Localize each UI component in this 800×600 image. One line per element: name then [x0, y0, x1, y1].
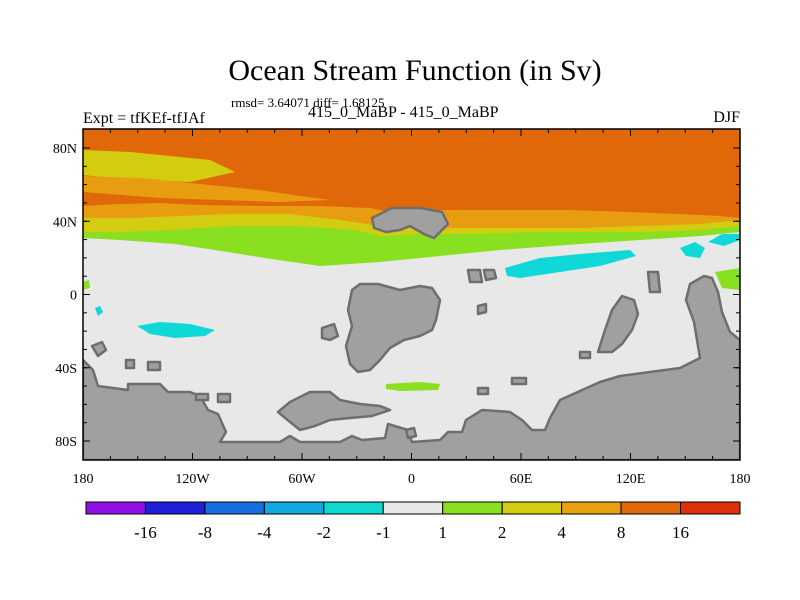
land-island-13 [476, 302, 488, 316]
x-tick-label: 60E [510, 472, 533, 487]
colorbar-label: -16 [134, 523, 157, 542]
map-field [83, 129, 740, 460]
colorbar-label: 8 [617, 523, 626, 542]
y-tick-label: 80S [55, 435, 77, 450]
land-australia [596, 294, 640, 354]
patch-yellow-north [83, 150, 235, 182]
land-island-11 [578, 350, 592, 360]
colorbar-box [680, 501, 741, 515]
colorbar-box [382, 501, 444, 515]
colorbar-label: -8 [198, 523, 212, 542]
patch-green-east-edge [715, 268, 740, 290]
patch-cyan-ne [708, 234, 740, 246]
colorbar-box [204, 501, 265, 515]
colorbar-box [323, 501, 384, 515]
land-antarctic-island [276, 390, 392, 432]
y-tick-label: 80N [53, 142, 77, 157]
colorbar-box [620, 501, 682, 515]
plot-title: Ocean Stream Function (in Sv) [228, 54, 602, 87]
land-island-6 [146, 360, 162, 372]
x-tick-label: 60W [288, 472, 316, 487]
colorbar-label: 1 [438, 523, 447, 542]
x-axis: 180 120W 60W 0 60E 120E 180 [73, 129, 751, 487]
colorbar-box [263, 501, 325, 515]
patch-green-west [83, 280, 90, 290]
plot-subtitle: 415_0_MaBP - 415_0_MaBP [308, 104, 499, 121]
y-tick-label: 40S [55, 362, 77, 377]
colorbar-label: -4 [257, 523, 272, 542]
patch-cyan-pacific [137, 322, 215, 338]
patch-green-south [386, 382, 440, 391]
land-island-8 [216, 392, 232, 404]
colorbar-box [501, 501, 563, 515]
land-island-9 [510, 376, 528, 386]
patch-cyan-indian [505, 250, 636, 278]
land-island-5 [124, 358, 136, 370]
patch-cyan-west [95, 306, 103, 316]
land-masses [83, 206, 740, 460]
x-tick-label: 120E [616, 472, 646, 487]
colorbar-box [442, 501, 503, 515]
experiment-label: Expt = tfKEf-tfJAf [83, 110, 205, 127]
colorbar-label: 4 [557, 523, 566, 542]
land-island-12 [404, 426, 418, 440]
land-south-america-tip [320, 322, 340, 342]
x-tick-label: 0 [408, 472, 415, 487]
x-tick-label: 180 [73, 472, 94, 487]
patch-orange-light-north [83, 176, 330, 202]
land-europe [370, 206, 450, 240]
colorbar-box [144, 501, 206, 515]
land-africa [344, 282, 442, 374]
land-island-3 [646, 270, 662, 294]
colorbar-label: 16 [672, 523, 689, 542]
y-tick-label: 40N [53, 215, 77, 230]
colorbar-label: 2 [498, 523, 507, 542]
land-island-2 [482, 268, 498, 282]
land-island-1 [466, 268, 484, 284]
season-label: DJF [713, 109, 740, 126]
x-tick-label: 120W [175, 472, 210, 487]
patch-cyan-east [680, 242, 705, 258]
stats-line: rmsd= 3.64071 diff= 1.68125 [231, 95, 385, 110]
colorbar-label: -1 [376, 523, 390, 542]
land-island-4 [90, 340, 108, 358]
land-island-10 [476, 386, 490, 396]
x-tick-label: 180 [730, 472, 751, 487]
y-tick-label: 0 [70, 289, 77, 304]
colorbar-box [561, 501, 622, 515]
land-island-7 [194, 392, 210, 402]
y-axis: 80N 40N 0 40S 80S [53, 142, 740, 450]
colorbar-box [85, 501, 146, 515]
colorbar-label: -2 [317, 523, 331, 542]
colorbar: -16 -8 -4 -2 -1 1 2 4 8 16 [85, 501, 741, 542]
